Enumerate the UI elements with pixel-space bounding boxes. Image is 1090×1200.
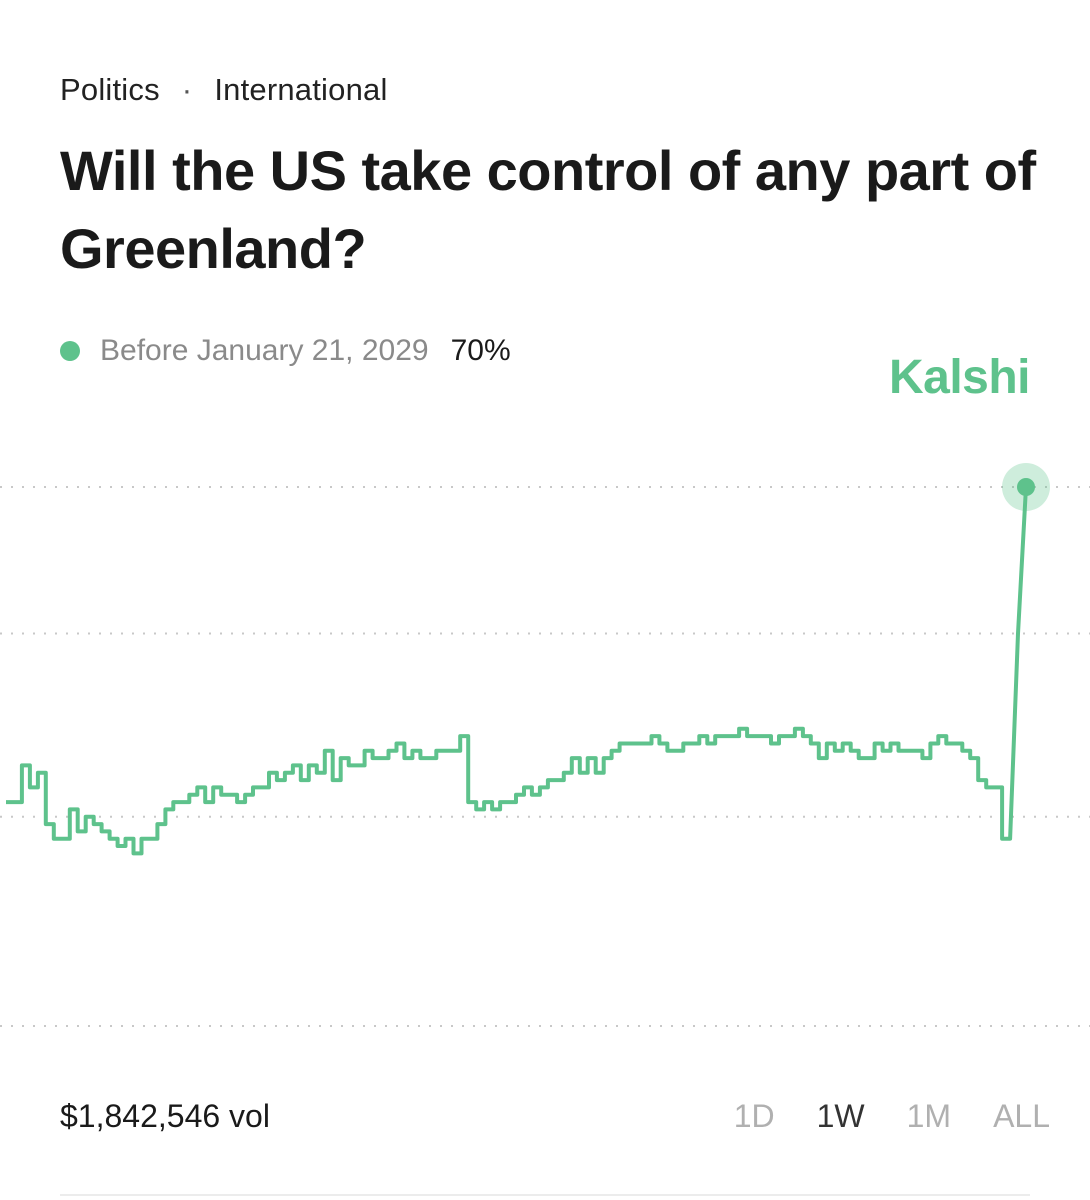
range-all-button[interactable]: ALL: [993, 1098, 1050, 1134]
volume-label: $1,842,546 vol: [60, 1098, 270, 1134]
current-point: [1017, 478, 1035, 496]
series-line: [6, 486, 1028, 856]
breadcrumb-separator: ·: [181, 72, 193, 107]
legend-label: Before January 21, 2029: [100, 334, 429, 367]
legend-dot-icon: [60, 341, 80, 361]
divider: [60, 1194, 1030, 1196]
breadcrumb-subcategory[interactable]: International: [214, 72, 388, 107]
range-1w-button[interactable]: 1W: [816, 1098, 865, 1134]
legend-value: 70%: [450, 334, 511, 367]
range-1m-button[interactable]: 1M: [906, 1098, 952, 1134]
breadcrumb-category[interactable]: Politics: [60, 72, 160, 107]
time-range-selector: 1D 1W 1M ALL: [692, 1098, 1050, 1135]
price-chart: [0, 463, 1090, 1027]
range-1d-button[interactable]: 1D: [733, 1098, 775, 1134]
breadcrumb: Politics · International: [60, 72, 388, 108]
market-title: Will the US take control of any part of …: [60, 139, 1036, 280]
chart-legend: Before January 21, 2029 70%: [60, 334, 511, 368]
kalshi-logo: Kalshi: [888, 351, 1031, 404]
